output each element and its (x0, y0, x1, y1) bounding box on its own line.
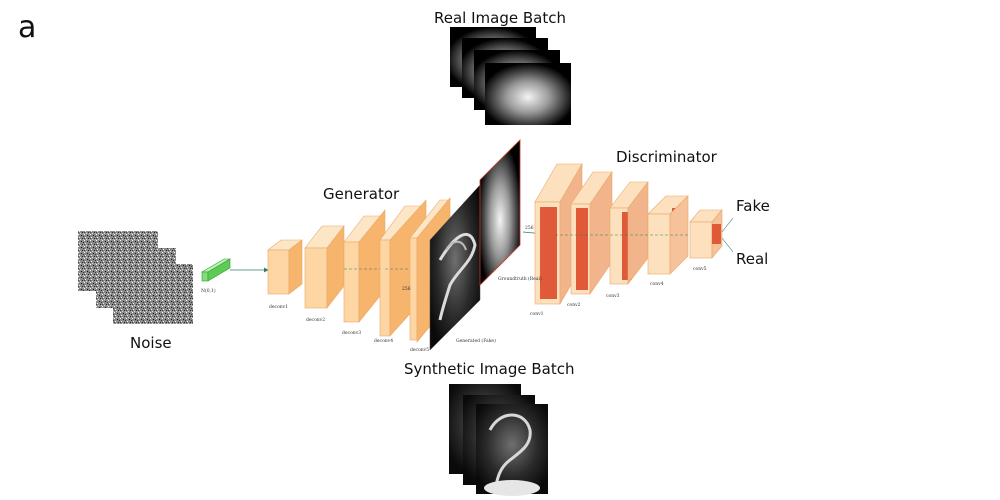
dim-256-gen-label: 256 (402, 287, 411, 292)
synthetic-image-batch-title: Synthetic Image Batch (404, 360, 575, 378)
discriminator-block-conv5 (689, 209, 723, 259)
dim-256-disc-label: 256 (525, 226, 534, 231)
deconv1-label: deconv1 (269, 305, 289, 310)
deconv4-label: deconv4 (374, 339, 394, 344)
output-arrow-real (721, 237, 734, 253)
generator-block-deconv3 (343, 209, 386, 323)
real-image-batch-title: Real Image Batch (434, 9, 566, 27)
synthetic-image-3 (476, 404, 548, 494)
generated-fake-label: Generated (Fake) (456, 339, 496, 344)
real-output-label: Real (736, 250, 769, 268)
discriminator-title: Discriminator (616, 148, 717, 166)
noise-title: Noise (130, 334, 172, 352)
noise-image-3 (113, 264, 193, 324)
synthetic-base (484, 480, 540, 496)
noise-vector-label: N(0,1) (201, 289, 216, 294)
real-image-4 (485, 63, 571, 125)
discriminator-block-conv3 (609, 181, 649, 285)
conv5-label: conv5 (693, 267, 707, 272)
panel-letter: a (18, 10, 37, 45)
conv1-label: conv1 (530, 312, 544, 317)
generator-block-deconv1 (267, 239, 303, 295)
discriminator-block-conv2 (570, 171, 613, 295)
ground-truth-real-label: Groundtruth (Real) (498, 277, 542, 282)
deconv2-label: deconv2 (306, 318, 326, 323)
fake-output-label: Fake (736, 197, 770, 215)
deconv5-label: deconv5 (410, 348, 430, 353)
noise-vector (200, 258, 232, 282)
ground-truth-image (479, 139, 521, 286)
conv2-label: conv2 (567, 303, 581, 308)
generator-title: Generator (323, 185, 400, 203)
real-image-batch-stack (450, 27, 571, 125)
output-arrow-fake (721, 217, 734, 233)
generated-image (429, 184, 481, 351)
generator-block-deconv2 (304, 225, 345, 309)
synthetic-structure (488, 413, 532, 487)
conv3-label: conv3 (606, 294, 620, 299)
conv4-label: conv4 (650, 282, 664, 287)
noise-image-stack (78, 231, 193, 324)
synthetic-image-batch-stack (449, 384, 548, 496)
discriminator-block-conv4 (647, 195, 689, 275)
deconv3-label: deconv3 (342, 331, 362, 336)
